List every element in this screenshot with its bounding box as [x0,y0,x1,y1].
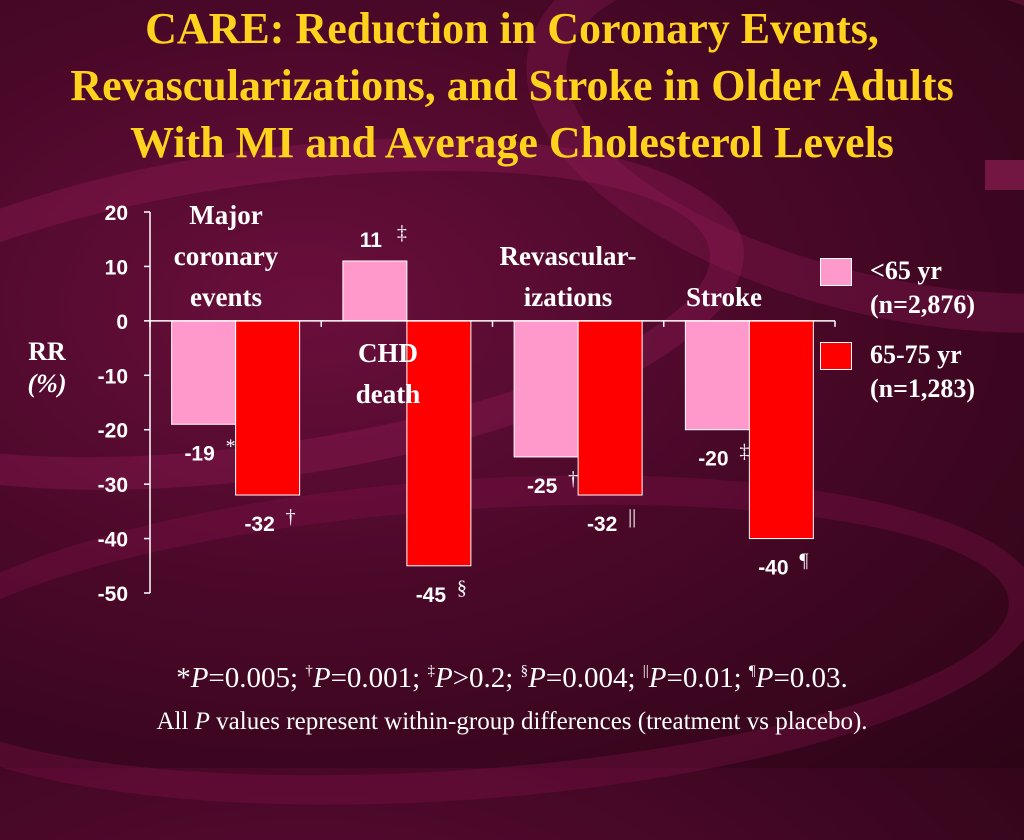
bar-significance-symbol: † [286,506,296,528]
y-axis-label-line: RR [28,337,66,366]
category-label: izations [524,282,613,312]
category-label: CHD [358,338,418,368]
bar-significance-symbol: || [628,506,636,528]
legend-label: <65 yr [870,256,942,285]
legend-swatch-65-75 [820,342,852,370]
footnote-item: ‡P>0.2; [427,662,521,694]
footnote-explanation: All P values represent within-group diff… [156,708,868,735]
title-line: Revascularizations, and Stroke in Older … [70,61,954,110]
title-line: With MI and Average Cholesterol Levels [130,118,894,167]
bar [513,320,579,458]
legend-label: (n=1,283) [870,374,976,403]
bar [406,320,472,567]
y-tick-label: 20 [105,202,128,225]
footnote-item: §P=0.004; [520,662,643,694]
category-label: coronary [174,241,279,271]
background-band [985,160,1024,190]
legend-label: 65-75 yr [870,340,962,369]
y-axis-label-line: (%) [27,369,67,398]
category-label: death [356,379,421,409]
y-tick-label: 0 [116,311,128,334]
bar-significance-symbol: ‡ [739,441,749,463]
y-tick-label: -50 [98,583,128,606]
bar-value-label: -45 [416,584,447,607]
bar-significance-symbol: † [568,468,578,490]
category-label: Major [189,200,262,230]
legend-item-under65: <65 yr (n=2,876) [820,254,1020,324]
category-label: events [190,282,262,312]
bar-significance-symbol: ‡ [397,222,407,244]
footnote-item: †P=0.001; [305,662,428,694]
bar-value-label: -32 [587,513,617,536]
bar [684,320,750,431]
y-tick-label: 10 [105,256,128,279]
title-line: CARE: Reduction in Coronary Events, [145,4,879,53]
category-label: Stroke [686,282,762,312]
legend-swatch-under65 [820,258,852,286]
bar [235,320,301,496]
bar-value-label: -32 [244,513,274,536]
bar-significance-symbol: § [457,577,467,599]
y-tick-label: -30 [98,474,128,497]
footnote-item: ¶P=0.03. [748,662,848,694]
category-label: Revascular- [500,241,637,271]
bar [748,320,814,540]
bar [577,320,643,496]
bar-value-label: -19 [184,442,214,465]
footnote-item: *P=0.005; [176,662,306,694]
bar-significance-symbol: ¶ [799,550,808,572]
bar-significance-symbol: * [226,435,236,457]
bar [171,320,237,425]
y-tick-label: -40 [98,529,128,552]
bar-value-label: -40 [758,557,788,580]
y-tick-label: -20 [98,420,128,443]
footnote-item: ||P=0.01; [642,662,749,694]
bar-value-label: 11 [360,229,383,252]
bar-value-label: -20 [698,448,728,471]
slide-title: CARE: Reduction in Coronary Events, Reva… [0,0,1024,171]
bar-value-label: -25 [527,475,558,498]
footnote-p-values: *P=0.005; †P=0.001; ‡P>0.2; §P=0.004; ||… [0,662,1024,695]
bar [342,260,408,322]
y-axis-label: RR (%) [12,336,82,400]
legend-item-65-75: 65-75 yr (n=1,283) [820,338,1020,408]
legend-label: (n=2,876) [870,290,976,319]
y-tick-label: -10 [98,365,128,388]
